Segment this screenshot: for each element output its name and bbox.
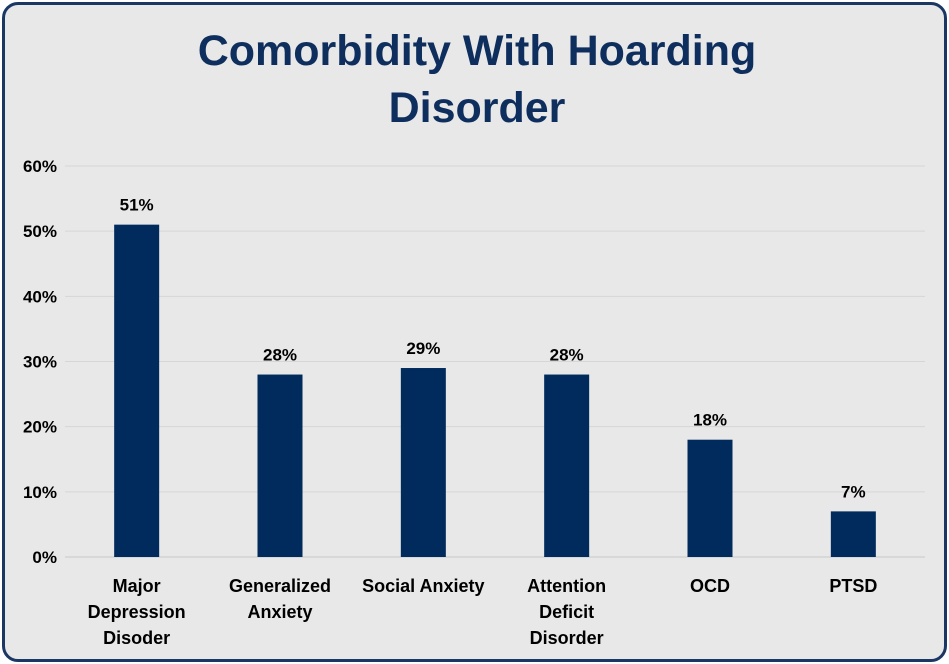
bars bbox=[114, 224, 876, 557]
chart-title-line: Comorbidity With Hoarding bbox=[198, 27, 757, 75]
chart-title-line: Disorder bbox=[389, 84, 566, 132]
category-label: Disoder bbox=[103, 628, 170, 648]
bar bbox=[544, 374, 590, 557]
y-tick-label: 0% bbox=[32, 548, 57, 567]
category-label: Major bbox=[113, 576, 161, 596]
y-tick-label: 50% bbox=[23, 222, 57, 241]
bar-chart: Comorbidity With Hoarding Disorder 0% 10% 2… bbox=[23, 27, 925, 648]
category-label: OCD bbox=[690, 576, 730, 596]
data-label: 18% bbox=[693, 411, 727, 430]
chart-title: Comorbidity With Hoarding Disorder bbox=[198, 27, 757, 132]
category-label: Disorder bbox=[530, 628, 604, 648]
bar bbox=[114, 224, 160, 557]
category-label: PTSD bbox=[829, 576, 877, 596]
category-label: Deficit bbox=[539, 602, 594, 622]
bar bbox=[830, 511, 876, 557]
bar bbox=[687, 439, 733, 557]
data-label: 29% bbox=[406, 339, 440, 358]
data-labels: 51% 28% 29% 28% 18% 7% bbox=[120, 196, 866, 502]
category-label: Generalized bbox=[229, 576, 331, 596]
category-labels: Major Depression Disoder Generalized Anxiety… bbox=[88, 576, 878, 648]
category-label: Attention bbox=[527, 576, 606, 596]
data-label: 51% bbox=[120, 196, 154, 215]
data-label: 28% bbox=[263, 346, 297, 365]
data-label: 28% bbox=[550, 346, 584, 365]
category-label: Social Anxiety bbox=[362, 576, 484, 596]
bar bbox=[257, 374, 303, 557]
y-tick-label: 10% bbox=[23, 483, 57, 502]
y-tick-label: 60% bbox=[23, 157, 57, 176]
y-tick-label: 30% bbox=[23, 353, 57, 372]
bar bbox=[400, 368, 446, 557]
y-tick-label: 20% bbox=[23, 418, 57, 437]
category-label: Anxiety bbox=[247, 602, 312, 622]
gridlines bbox=[65, 165, 925, 558]
category-label: Depression bbox=[88, 602, 186, 622]
y-axis-ticks: 0% 10% 20% 30% 40% 50% 60% bbox=[23, 157, 57, 567]
y-tick-label: 40% bbox=[23, 287, 57, 306]
data-label: 7% bbox=[841, 482, 866, 501]
